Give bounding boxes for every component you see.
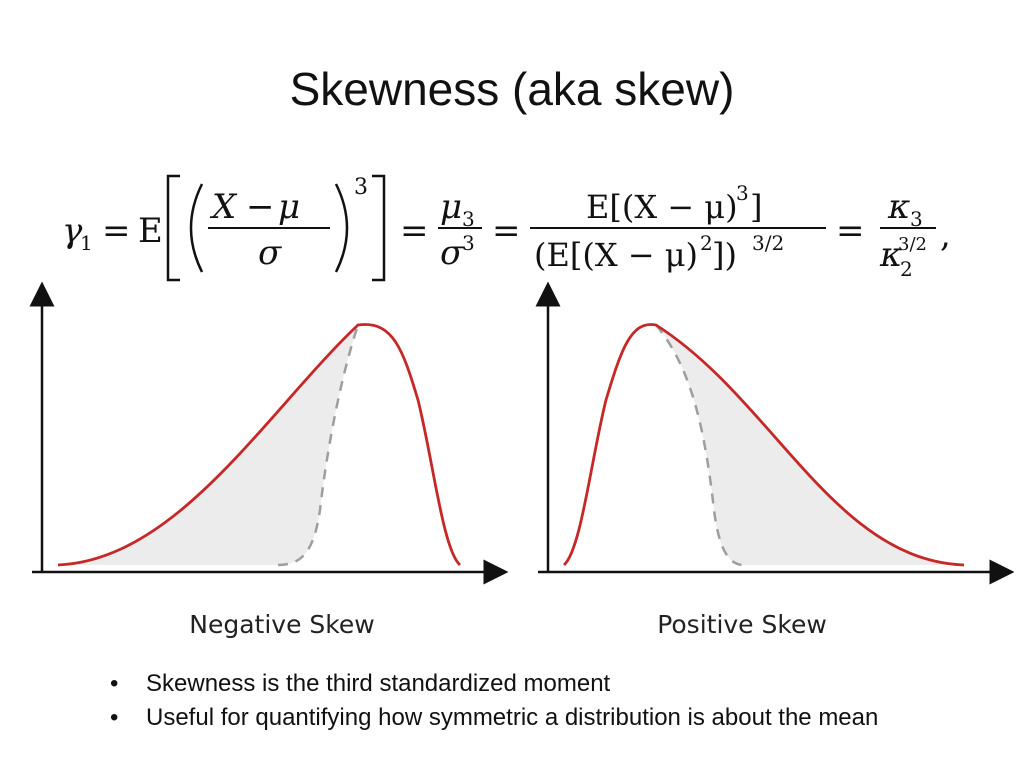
svg-text:1: 1 — [80, 231, 93, 255]
svg-text:3: 3 — [462, 207, 475, 231]
negative-skew-symmetric-curve — [277, 324, 360, 567]
slide-title: Skewness (aka skew) — [289, 63, 735, 115]
svg-text:σ: σ — [258, 233, 282, 273]
svg-text:E[(X − μ): E[(X − μ) — [586, 188, 738, 226]
svg-text:κ: κ — [879, 235, 902, 275]
svg-text:μ: μ — [440, 187, 462, 227]
svg-text:3/2: 3/2 — [898, 234, 927, 255]
svg-text:−: − — [246, 187, 275, 227]
bullet-marker-icon: • — [110, 670, 119, 697]
svg-text:2: 2 — [700, 231, 713, 255]
bullet-text: Useful for quantifying how symmetric a d… — [146, 704, 879, 731]
svg-text:=: = — [836, 211, 865, 251]
svg-text:=: = — [400, 211, 429, 251]
bullet-text: Skewness is the third standardized momen… — [146, 670, 611, 697]
bullet-item: • Useful for quantifying how symmetric a… — [110, 704, 878, 738]
positive-skew-curve — [562, 323, 965, 567]
svg-text:E: E — [138, 211, 163, 251]
positive-skew-symmetric-curve — [655, 324, 745, 567]
svg-text:,: , — [940, 215, 951, 255]
svg-text:γ: γ — [62, 211, 83, 251]
svg-text:μ: μ — [278, 187, 300, 227]
svg-text:(E[(X − μ): (E[(X − μ) — [534, 236, 698, 274]
bullet-list: • Skewness is the third standardized mom… — [110, 670, 878, 738]
skewness-formula: γ 1 = E X − μ σ 3 = μ 3 σ 3 = E[(X − μ) … — [40, 162, 1000, 292]
svg-text:3: 3 — [910, 207, 923, 231]
positive-skew-caption: Positive Skew — [657, 610, 827, 639]
svg-text:]: ] — [750, 188, 762, 226]
negative-skew-shaded-area — [58, 325, 358, 565]
svg-text:3: 3 — [736, 181, 749, 205]
svg-text:3: 3 — [462, 231, 475, 255]
negative-skew-curve — [57, 323, 462, 567]
bullet-marker-icon: • — [110, 704, 119, 731]
positive-skew-plot — [534, 280, 1015, 610]
svg-text:2: 2 — [900, 257, 913, 281]
svg-text:κ: κ — [887, 187, 910, 227]
bullet-item: • Skewness is the third standardized mom… — [110, 670, 878, 704]
svg-text:3/2: 3/2 — [752, 231, 784, 255]
svg-text:X: X — [209, 187, 238, 227]
svg-text:σ: σ — [440, 233, 464, 273]
svg-text:=: = — [102, 211, 131, 251]
positive-skew-shaded-area — [656, 325, 964, 565]
svg-text:]): ]) — [712, 236, 737, 274]
negative-skew-plot — [28, 280, 509, 610]
svg-text:3: 3 — [354, 175, 368, 200]
negative-skew-caption: Negative Skew — [189, 610, 375, 639]
svg-text:=: = — [492, 211, 521, 251]
